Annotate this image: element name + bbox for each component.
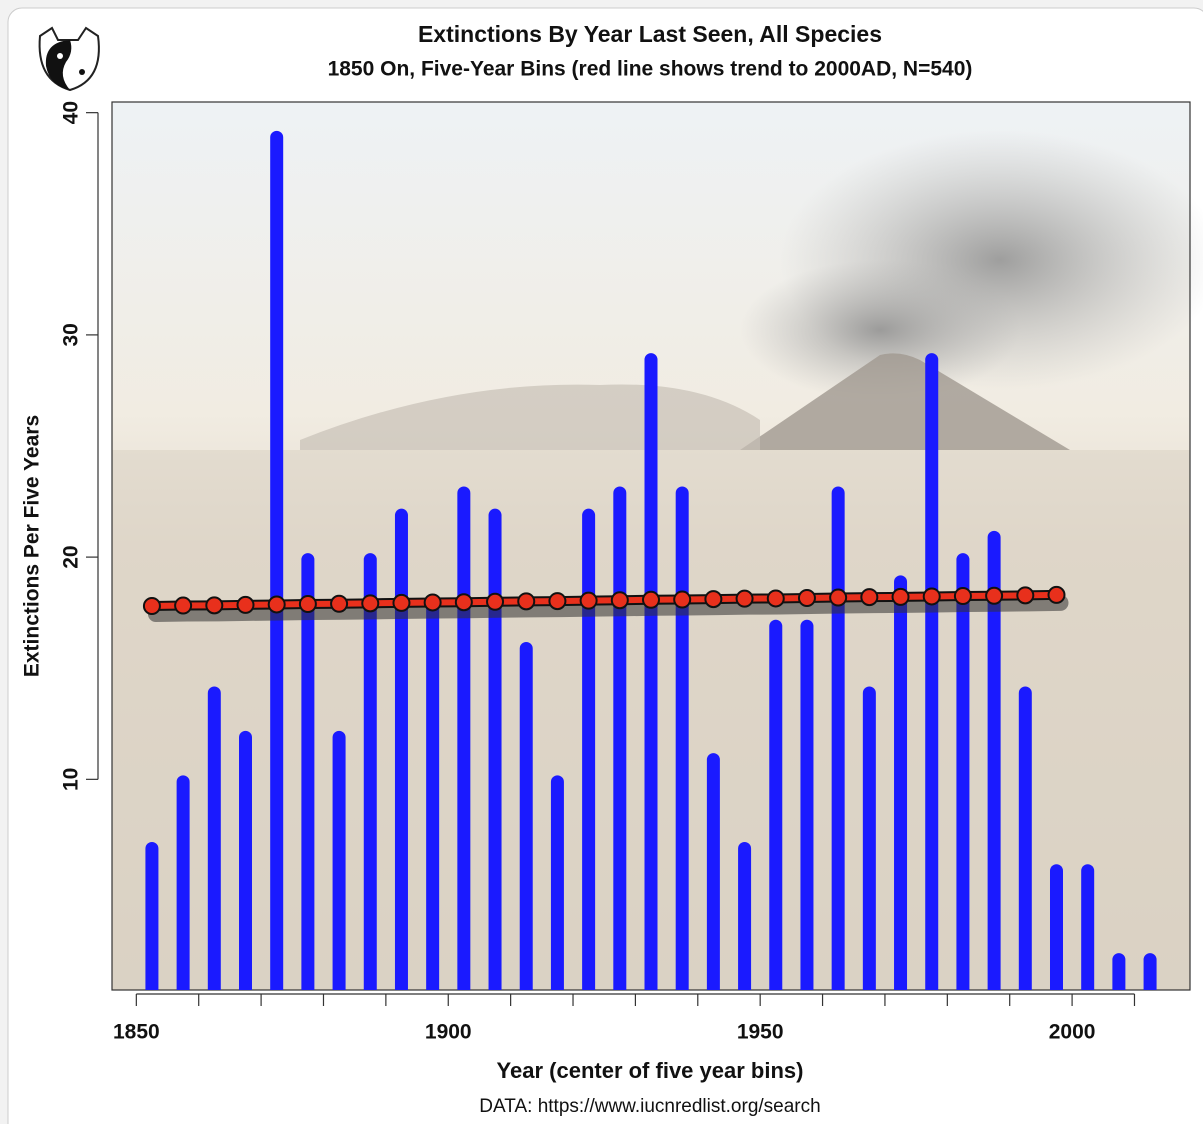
trend-point bbox=[829, 588, 848, 607]
x-tick-label: 1850 bbox=[113, 1021, 160, 1044]
caption: DATA: https://www.iucnredlist.org/search bbox=[479, 1096, 820, 1117]
y-axis-label: Extinctions Per Five Years bbox=[21, 415, 44, 677]
chart-subtitle: 1850 On, Five-Year Bins (red line shows … bbox=[328, 58, 973, 81]
trend-point bbox=[610, 591, 629, 610]
bar bbox=[1049, 864, 1063, 990]
bar bbox=[644, 353, 658, 990]
trend-point bbox=[423, 593, 442, 612]
bar bbox=[1081, 864, 1095, 990]
bar bbox=[176, 775, 190, 990]
trend-point bbox=[205, 596, 224, 615]
logo bbox=[38, 26, 100, 92]
trend-point bbox=[174, 596, 193, 615]
bar bbox=[270, 130, 284, 990]
x-tick-label: 1950 bbox=[737, 1021, 784, 1044]
bar bbox=[582, 508, 596, 990]
trend-point bbox=[704, 590, 723, 609]
trend-point bbox=[392, 593, 411, 612]
bar bbox=[613, 486, 627, 990]
bar bbox=[332, 730, 346, 990]
bar bbox=[925, 353, 939, 990]
x-tick-label: 1900 bbox=[425, 1021, 472, 1044]
trend-point bbox=[267, 595, 286, 614]
trend-point bbox=[985, 586, 1004, 605]
trend-point bbox=[642, 590, 660, 609]
trend-point bbox=[517, 592, 536, 611]
trend-point bbox=[330, 594, 349, 613]
bar bbox=[488, 508, 502, 990]
y-tick-label: 20 bbox=[60, 545, 83, 568]
trend-point bbox=[953, 587, 972, 605]
bar bbox=[301, 553, 315, 990]
bar bbox=[550, 775, 564, 990]
bar bbox=[207, 686, 221, 990]
trend-point bbox=[797, 589, 816, 607]
bar bbox=[426, 597, 440, 990]
trend-point bbox=[579, 591, 598, 610]
x-tick-label: 2000 bbox=[1049, 1021, 1096, 1044]
bar bbox=[831, 486, 845, 990]
bar bbox=[519, 642, 533, 990]
y-tick-label: 10 bbox=[60, 768, 83, 791]
bar bbox=[769, 619, 783, 990]
trend-point bbox=[361, 594, 380, 613]
bar bbox=[1112, 953, 1126, 990]
trend-point bbox=[236, 595, 255, 614]
trend-point bbox=[735, 589, 754, 608]
trend-point bbox=[673, 590, 692, 609]
bar bbox=[800, 619, 814, 990]
bar bbox=[1143, 953, 1157, 990]
bar bbox=[145, 842, 159, 990]
trend-point bbox=[142, 597, 161, 615]
x-axis-label: Year (center of five year bins) bbox=[497, 1058, 804, 1083]
bar bbox=[706, 753, 720, 990]
bar bbox=[1018, 686, 1032, 990]
bar bbox=[675, 486, 689, 990]
trend-point bbox=[454, 593, 473, 612]
bar bbox=[738, 842, 752, 990]
chart-title: Extinctions By Year Last Seen, All Speci… bbox=[418, 21, 882, 47]
trend-point bbox=[548, 592, 567, 611]
bar bbox=[862, 686, 876, 990]
trend-point bbox=[860, 588, 879, 607]
trend-point bbox=[486, 592, 505, 611]
bar bbox=[239, 730, 253, 990]
trend-point bbox=[1016, 586, 1035, 605]
bar bbox=[457, 486, 471, 990]
bar bbox=[394, 508, 408, 990]
y-tick-label: 30 bbox=[60, 323, 83, 346]
trend-point bbox=[766, 589, 785, 608]
bar bbox=[363, 553, 377, 990]
bar bbox=[956, 553, 970, 990]
trend-point bbox=[1047, 585, 1066, 604]
bar bbox=[987, 530, 1001, 990]
y-tick-label: 40 bbox=[60, 101, 83, 124]
bar bbox=[894, 575, 908, 990]
trend-point bbox=[298, 595, 317, 613]
plot-area bbox=[142, 130, 1157, 990]
trend-point bbox=[891, 587, 910, 606]
trend-point bbox=[922, 587, 941, 606]
